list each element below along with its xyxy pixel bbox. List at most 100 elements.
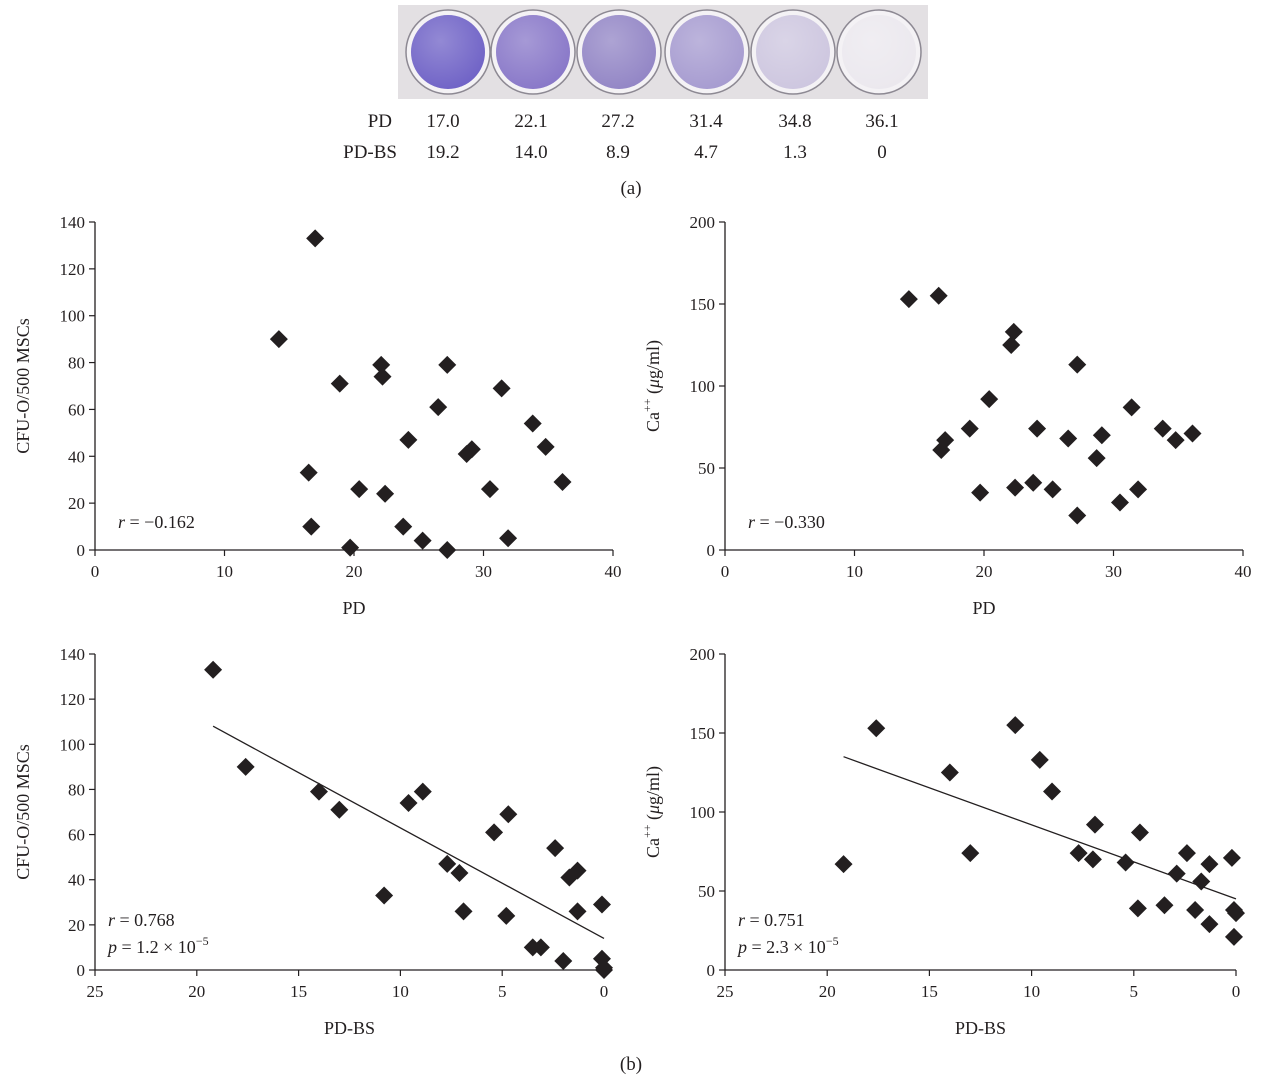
data-point: [330, 374, 349, 393]
data-point: [961, 844, 980, 863]
data-point: [929, 286, 948, 305]
plate-photo: [398, 5, 928, 99]
pd-bs-value: 0: [877, 142, 887, 163]
data-point: [1130, 823, 1149, 842]
y-tick-label: 120: [60, 690, 86, 709]
data-point: [413, 782, 432, 801]
x-axis-title: PD: [342, 598, 365, 618]
r-annotation: r = −0.162: [118, 512, 195, 532]
y-tick-label: 60: [68, 826, 85, 845]
x-tick-label: 10: [846, 562, 863, 581]
data-point: [1069, 844, 1088, 863]
data-point: [462, 440, 481, 459]
y-tick-label: 100: [690, 377, 716, 396]
y-tick-label: 100: [60, 735, 86, 754]
data-point: [1030, 750, 1049, 769]
x-tick-label: 10: [1023, 982, 1040, 1001]
y-tick-label: 100: [60, 307, 86, 326]
data-point: [480, 480, 499, 499]
y-axis-title: Ca++ (μg/ml): [640, 340, 664, 432]
x-tick-label: 20: [976, 562, 993, 581]
pd-value: 31.4: [689, 111, 723, 132]
data-point: [1155, 896, 1174, 915]
data-point: [1224, 927, 1243, 946]
data-point: [399, 793, 418, 812]
data-point: [499, 805, 518, 824]
data-point: [438, 541, 457, 559]
data-point: [1122, 398, 1141, 417]
y-axis-title: CFU-O/500 MSCs: [13, 318, 33, 454]
x-tick-label: 10: [392, 982, 409, 1001]
data-point: [960, 419, 979, 438]
data-point: [553, 473, 572, 492]
y-tick-label: 200: [690, 645, 716, 664]
data-point: [350, 480, 369, 499]
culture-plate: [836, 9, 922, 95]
data-point: [536, 437, 555, 456]
x-axis-title: PD: [972, 598, 995, 618]
p-annotation: p = 2.3 × 10−5: [736, 934, 839, 957]
pd-bs-value: 4.7: [694, 142, 718, 163]
data-point: [980, 390, 999, 409]
data-point: [492, 379, 511, 398]
y-tick-label: 200: [690, 213, 716, 232]
data-point: [1043, 782, 1062, 801]
x-tick-label: 30: [475, 562, 492, 581]
data-point: [204, 660, 223, 679]
data-point: [1200, 855, 1219, 874]
data-point: [1200, 915, 1219, 934]
data-point: [1186, 900, 1205, 919]
data-point: [372, 355, 391, 374]
row-label-pd: PD: [368, 111, 392, 132]
pd-value: 17.0: [426, 111, 459, 132]
x-tick-label: 20: [819, 982, 836, 1001]
data-point: [546, 839, 565, 858]
data-point: [1006, 478, 1025, 497]
y-tick-label: 0: [77, 541, 86, 560]
data-point: [1083, 850, 1102, 869]
y-tick-label: 100: [690, 803, 716, 822]
p-annotation: p = 1.2 × 10−5: [106, 934, 209, 957]
panel-a-label: (a): [620, 178, 641, 199]
y-tick-label: 20: [68, 916, 85, 935]
y-tick-label: 80: [68, 354, 85, 373]
x-tick-label: 0: [91, 562, 100, 581]
data-point: [376, 484, 395, 503]
data-point: [1167, 864, 1186, 883]
data-point: [341, 538, 360, 557]
data-point: [1002, 336, 1021, 354]
data-point: [330, 800, 349, 819]
y-tick-label: 60: [68, 400, 85, 419]
pd-value: 22.1: [514, 111, 547, 132]
y-axis-title: CFU-O/500 MSCs: [13, 744, 33, 880]
pd-value: 36.1: [865, 111, 898, 132]
y-tick-label: 0: [707, 541, 716, 560]
y-tick-label: 50: [698, 882, 715, 901]
x-tick-label: 40: [1235, 562, 1252, 581]
y-tick-label: 0: [707, 961, 716, 980]
x-tick-label: 15: [290, 982, 307, 1001]
data-point: [413, 531, 432, 550]
data-point: [940, 763, 959, 782]
scatter-chart: 0 50 100 150 200 0 10 20 30 40 PD Ca++ (μg/ml) r = −…: [640, 213, 1252, 618]
r-annotation: r = −0.330: [748, 512, 825, 532]
data-point: [1087, 449, 1106, 468]
data-point: [1116, 853, 1135, 872]
plate-sheen: [670, 15, 744, 89]
data-point: [394, 517, 413, 536]
row-label-pd-bs: PD-BS: [343, 142, 397, 163]
data-point: [306, 229, 325, 248]
x-tick-label: 0: [600, 982, 609, 1001]
y-tick-label: 140: [60, 645, 86, 664]
x-tick-label: 25: [717, 982, 734, 1001]
culture-plate: [490, 9, 576, 95]
r-annotation: r = 0.751: [738, 910, 805, 930]
x-tick-label: 5: [498, 982, 507, 1001]
y-tick-label: 0: [77, 961, 86, 980]
pd-bs-value: 8.9: [606, 142, 630, 163]
data-point: [834, 855, 853, 874]
data-point: [236, 757, 255, 776]
data-point: [867, 719, 886, 738]
